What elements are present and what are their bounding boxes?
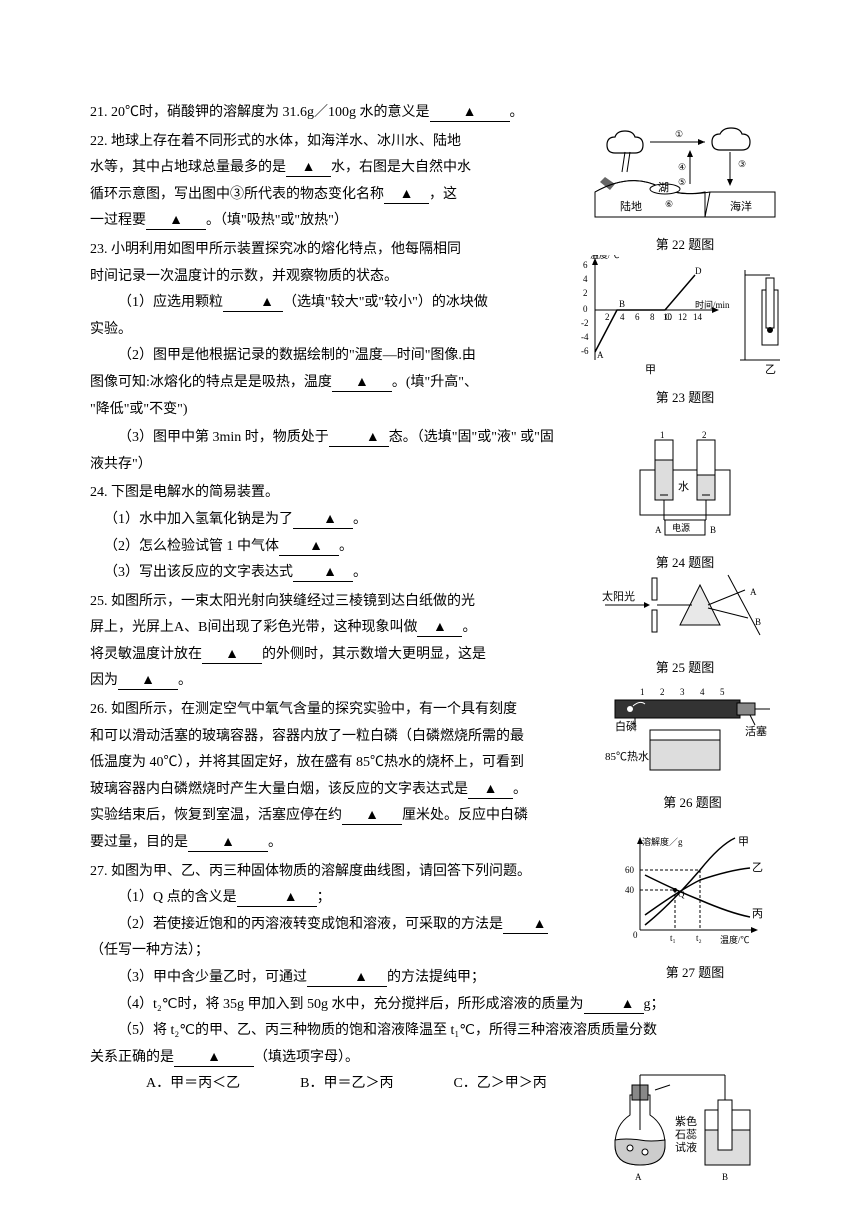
option-a: A．甲＝丙＜乙 <box>146 1071 240 1098</box>
svg-text:40: 40 <box>625 885 635 895</box>
blank: ▲ <box>503 918 548 934</box>
figure-23: 6 4 2 0 -2 -4 -6 2 4 6 8 10 12 14 温度/℃ 时… <box>580 255 790 411</box>
blank: ▲ <box>342 809 402 825</box>
figure-bottom: A B 紫色 石蕊 试液 <box>600 1070 780 1198</box>
svg-text:t₂: t₂ <box>696 933 702 943</box>
figure-26: 1 2 3 4 5 白磷 活塞 85℃热水 第 26 题图 <box>605 680 780 816</box>
svg-text:陆地: 陆地 <box>620 199 642 213</box>
svg-text:0: 0 <box>633 930 638 940</box>
svg-text:0: 0 <box>583 304 588 314</box>
svg-text:2: 2 <box>702 430 707 440</box>
svg-text:5: 5 <box>720 687 725 697</box>
blank: ▲ <box>584 998 644 1014</box>
svg-text:6: 6 <box>635 312 640 322</box>
svg-text:C: C <box>665 312 671 322</box>
svg-text:试液: 试液 <box>675 1140 697 1154</box>
figure-22: ① ③ ④ ⑤ ⑥ 湖 陆地 海洋 第 22 题图 <box>590 122 780 258</box>
svg-text:85℃热水: 85℃热水 <box>605 750 649 763</box>
blank: ▲ <box>174 1051 254 1067</box>
blank: ▲ <box>223 296 283 312</box>
svg-text:2: 2 <box>605 312 610 322</box>
svg-text:-4: -4 <box>581 332 589 342</box>
svg-text:A: A <box>655 525 662 535</box>
svg-text:1: 1 <box>640 687 645 697</box>
svg-text:A: A <box>750 587 757 597</box>
svg-text:B: B <box>722 1172 728 1182</box>
svg-text:电源: 电源 <box>672 522 690 533</box>
svg-text:2: 2 <box>660 687 665 697</box>
svg-text:甲: 甲 <box>645 364 656 375</box>
svg-text:乙: 乙 <box>752 861 763 874</box>
svg-text:乙: 乙 <box>765 363 776 375</box>
figure-25: 太阳光 A B 第 25 题图 <box>600 570 770 681</box>
svg-text:60: 60 <box>625 865 635 875</box>
svg-text:石蕊: 石蕊 <box>675 1128 697 1141</box>
svg-text:活塞: 活塞 <box>745 724 767 738</box>
svg-text:⑤: ⑤ <box>678 177 686 187</box>
blank: ▲ <box>417 621 462 637</box>
svg-text:4: 4 <box>583 274 588 284</box>
svg-text:水: 水 <box>678 480 689 493</box>
svg-text:湖: 湖 <box>658 181 669 194</box>
svg-text:⑥: ⑥ <box>665 199 673 209</box>
question-23: 23. 小明利用如图甲所示装置探究冰的熔化特点，他每隔相同 时间记录一次温度计的… <box>90 237 570 423</box>
blank: ▲ <box>329 431 389 447</box>
svg-text:丙: 丙 <box>752 908 763 920</box>
svg-text:温度/℃: 温度/℃ <box>590 255 620 260</box>
svg-text:-6: -6 <box>581 346 589 356</box>
svg-text:③: ③ <box>738 159 746 169</box>
blank: ▲ <box>237 891 317 907</box>
svg-text:紫色: 紫色 <box>675 1114 697 1128</box>
svg-text:温度/℃: 温度/℃ <box>720 934 750 945</box>
svg-text:B: B <box>619 299 625 309</box>
svg-text:4: 4 <box>700 687 705 697</box>
option-b: B．甲＝乙＞丙 <box>300 1071 393 1098</box>
svg-text:海洋: 海洋 <box>730 199 752 213</box>
option-c: C．乙＞甲＞丙 <box>453 1071 546 1098</box>
svg-text:D: D <box>695 266 702 276</box>
svg-text:A: A <box>597 350 604 360</box>
blank: ▲ <box>468 783 513 799</box>
figure-24: 1 2 电源 水 A B 第 24 题图 <box>620 430 750 576</box>
svg-text:A: A <box>635 1172 642 1182</box>
blank: ▲ <box>118 674 178 690</box>
svg-text:14: 14 <box>693 312 703 322</box>
svg-text:溶解度／g: 溶解度／g <box>642 836 683 847</box>
blank: ▲ <box>430 106 510 122</box>
svg-text:2: 2 <box>583 288 588 298</box>
svg-text:4: 4 <box>620 312 625 322</box>
blank: ▲ <box>286 161 331 177</box>
blank: ▲ <box>293 513 353 529</box>
svg-text:3: 3 <box>680 687 685 697</box>
svg-text:Q: Q <box>678 889 685 899</box>
svg-text:甲: 甲 <box>738 836 749 848</box>
question-22: 22. 地球上存在着不同形式的水体，如海洋水、冰川水、陆地 水等，其中占地球总量… <box>90 129 570 235</box>
blank: ▲ <box>307 971 387 987</box>
svg-text:8: 8 <box>650 312 655 322</box>
svg-text:④: ④ <box>678 162 686 172</box>
blank: ▲ <box>332 376 392 392</box>
svg-text:1: 1 <box>660 430 665 440</box>
blank: ▲ <box>188 836 268 852</box>
blank: ▲ <box>146 214 206 230</box>
svg-text:B: B <box>710 525 716 535</box>
question-26: 26. 如图所示，在测定空气中氧气含量的探究实验中，有一个具有刻度 和可以滑动活… <box>90 697 600 857</box>
figure-27: 溶解度／g 温度/℃ 60 40 0 t₁ t₂ 甲 乙 丙 Q 第 27 题图 <box>620 835 770 986</box>
question-24: 24. 下图是电解水的简易装置。 （1）水中加入氢氧化钠是为了▲。 （2）怎么检… <box>90 480 590 586</box>
blank: ▲ <box>384 188 429 204</box>
svg-text:①: ① <box>675 129 683 139</box>
svg-text:时间/min: 时间/min <box>695 299 730 310</box>
blank: ▲ <box>202 648 262 664</box>
svg-text:太阳光: 太阳光 <box>602 589 635 603</box>
svg-text:B: B <box>755 617 761 627</box>
blank: ▲ <box>279 540 339 556</box>
svg-text:t₁: t₁ <box>670 933 676 943</box>
q21-text: 21. 20℃时，硝酸钾的溶解度为 31.6g／100g 水的意义是 <box>90 105 430 120</box>
blank: ▲ <box>293 566 353 582</box>
question-25: 25. 如图所示，一束太阳光射向狭缝经过三棱镜到达白纸做的光 屏上，光屏上A、B… <box>90 589 570 695</box>
svg-text:6: 6 <box>583 260 588 270</box>
svg-text:12: 12 <box>678 312 687 322</box>
svg-text:白磷: 白磷 <box>615 719 637 733</box>
svg-text:-2: -2 <box>581 318 589 328</box>
